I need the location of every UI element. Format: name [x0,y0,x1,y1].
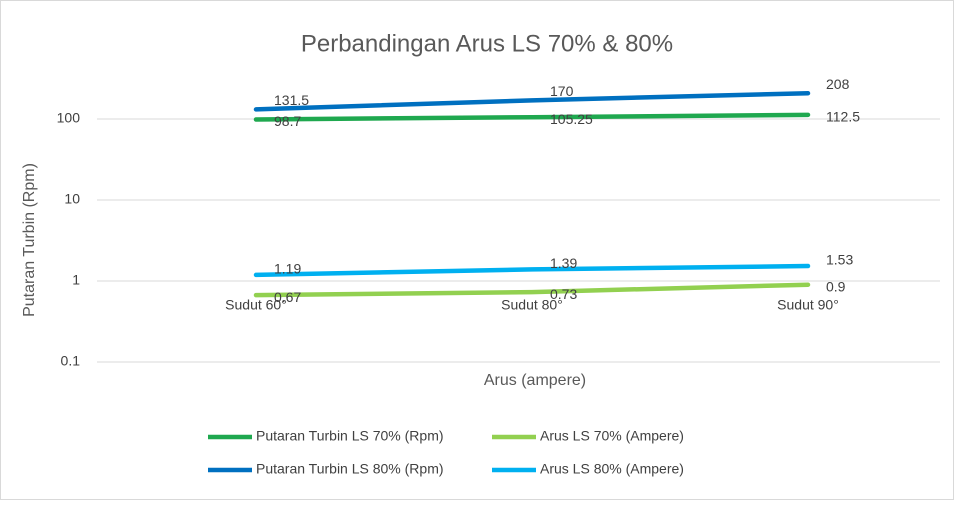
y-tick-label: 10 [64,191,80,207]
data-label: 1.19 [274,261,301,277]
data-label: 0.67 [274,289,301,305]
data-label: 1.39 [550,255,577,271]
data-label: 0.9 [826,278,846,294]
x-tick-label: Sudut 60° [225,297,287,313]
series-line [253,90,811,112]
y-axis-label: Putaran Turbin (Rpm) [21,163,38,317]
y-tick-label: 100 [57,110,81,126]
series-line [253,263,811,278]
data-label: 131.5 [274,92,309,108]
x-tick-label: Sudut 80° [501,297,563,313]
data-label: 98.7 [274,113,301,129]
data-label: 0.73 [550,286,577,302]
legend-label: Arus LS 80% (Ampere) [540,461,684,477]
chart-title: Perbandingan Arus LS 70% & 80% [301,30,673,57]
y-tick-label: 0.1 [61,353,81,369]
data-label: 1.53 [826,252,853,268]
x-axis-label: Arus (ampere) [484,372,586,389]
legend-label: Putaran Turbin LS 80% (Rpm) [256,461,444,477]
series-line [253,112,811,122]
series-line [253,282,811,298]
data-label: 112.5 [826,109,860,125]
legend-label: Putaran Turbin LS 70% (Rpm) [256,428,444,444]
x-tick-label: Sudut 90° [777,297,839,313]
data-label: 208 [826,76,850,92]
data-label: 170 [550,83,574,99]
data-label: 105.25 [550,111,593,127]
legend-label: Arus LS 70% (Ampere) [540,428,684,444]
y-tick-label: 1 [72,272,80,288]
